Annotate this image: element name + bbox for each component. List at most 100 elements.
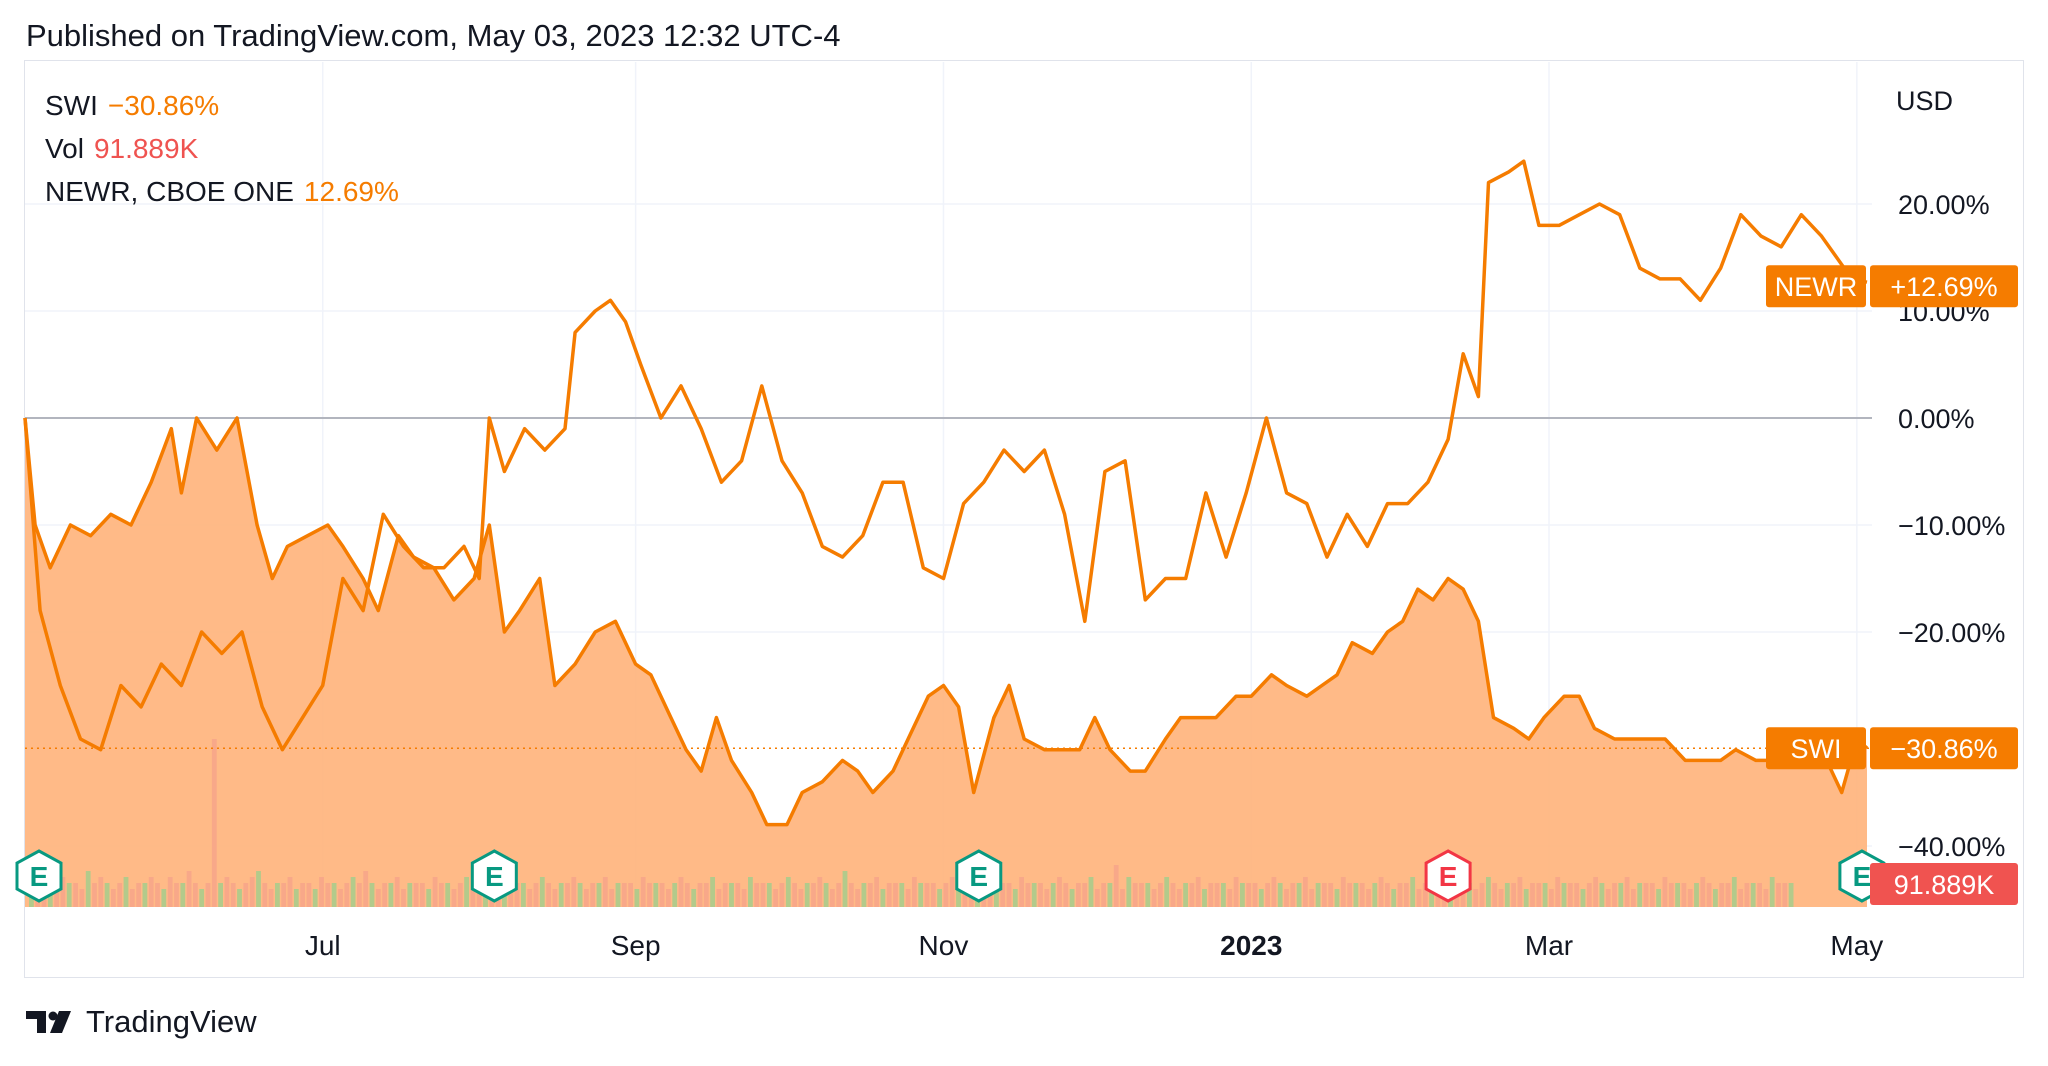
volume-bar-111 — [729, 883, 734, 907]
volume-bar-208 — [1340, 877, 1346, 907]
volume-bar-88 — [584, 889, 589, 907]
volume-bar-261 — [1675, 883, 1680, 907]
volume-bar-180 — [1164, 877, 1170, 907]
volume-bar-84 — [558, 883, 564, 907]
volume-bar-210 — [1353, 883, 1359, 907]
legend-swi[interactable]: SWI −30.86% — [45, 90, 219, 122]
volume-bar-131 — [855, 889, 860, 907]
volume-bar-97 — [640, 877, 646, 907]
volume-bar-235 — [1511, 883, 1516, 907]
volume-bar-234 — [1504, 883, 1510, 907]
newr-axis-badge-label-bg — [1766, 265, 1866, 308]
volume-bar-126 — [823, 883, 829, 907]
volume-bar-141 — [918, 883, 924, 907]
volume-bar-127 — [830, 889, 835, 907]
volume-bar-37 — [262, 883, 268, 907]
earnings-marker-shape — [955, 849, 1003, 903]
volume-bar-12 — [104, 883, 110, 907]
volume-bar-279 — [1788, 883, 1794, 907]
volume-bar-168 — [1088, 877, 1094, 907]
volume-bar-139 — [905, 889, 911, 907]
swi-axis-badge-label: SWI — [1791, 734, 1842, 764]
volume-bar-58 — [394, 877, 400, 907]
volume-bar-228 — [1467, 883, 1472, 907]
volume-bar-132 — [861, 883, 867, 907]
earnings-marker-0: E — [15, 849, 63, 903]
volume-bar-68 — [457, 883, 463, 907]
volume-bar-273 — [1750, 883, 1756, 907]
volume-bar-213 — [1372, 883, 1378, 907]
volume-bar-82 — [546, 883, 551, 907]
volume-bar-143 — [930, 883, 936, 907]
vol-axis-badge-value: 91.889K — [1894, 870, 1995, 900]
volume-bar-152 — [987, 889, 993, 907]
volume-bar-164 — [1063, 883, 1069, 907]
volume-bar-229 — [1473, 889, 1479, 907]
earnings-marker-shape — [470, 849, 518, 903]
volume-bar-157 — [1019, 877, 1024, 907]
volume-bar-266 — [1706, 883, 1712, 907]
volume-bar-28 — [205, 883, 211, 907]
volume-bar-253 — [1624, 877, 1630, 907]
legend-newr[interactable]: NEWR, CBOE ONE 12.69% — [45, 176, 399, 208]
legend-swi-label: SWI — [45, 90, 98, 121]
volume-bar-185 — [1195, 877, 1201, 907]
volume-bar-199 — [1284, 889, 1289, 907]
volume-bar-200 — [1290, 883, 1296, 907]
volume-bar-162 — [1050, 883, 1056, 907]
volume-bar-154 — [1000, 883, 1006, 907]
volume-bar-193 — [1246, 883, 1252, 907]
volume-bar-52 — [357, 883, 362, 907]
volume-bar-209 — [1347, 883, 1352, 907]
volume-bar-91 — [602, 877, 608, 907]
volume-bar-19 — [148, 877, 154, 907]
volume-bar-201 — [1296, 883, 1302, 907]
volume-bar-102 — [672, 883, 678, 907]
volume-bar-25 — [186, 871, 192, 907]
volume-bar-184 — [1189, 883, 1195, 907]
volume-bar-110 — [722, 883, 728, 907]
volume-bar-57 — [388, 883, 394, 907]
volume-bar-170 — [1101, 883, 1106, 907]
volume-bar-130 — [848, 883, 854, 907]
volume-bar-99 — [653, 883, 659, 907]
footer: TradingView — [26, 1004, 257, 1040]
y-axis-unit: USD — [1896, 86, 1953, 116]
volume-bar-69 — [464, 877, 469, 907]
volume-bar-187 — [1208, 883, 1214, 907]
volume-bar-263 — [1687, 889, 1693, 907]
volume-bar-90 — [596, 883, 602, 907]
volume-bar-62 — [420, 883, 425, 907]
volume-bar-250 — [1605, 889, 1611, 907]
earnings-marker-label: E — [30, 861, 49, 892]
volume-bar-93 — [615, 883, 621, 907]
volume-bar-105 — [691, 889, 697, 907]
volume-bar-6 — [66, 883, 72, 907]
volume-bar-252 — [1618, 883, 1624, 907]
volume-bar-269 — [1725, 883, 1731, 907]
volume-bar-79 — [527, 889, 533, 907]
legend-vol-value: 91.889K — [93, 133, 199, 164]
volume-bar-36 — [256, 871, 261, 907]
volume-bar-35 — [249, 877, 255, 907]
volume-bar-191 — [1233, 877, 1239, 907]
legend-vol[interactable]: Vol 91.889K — [45, 133, 198, 165]
swi-axis-badge: SWI −30.86% — [1766, 727, 2018, 770]
volume-bar-216 — [1391, 889, 1397, 907]
volume-bar-192 — [1240, 883, 1245, 907]
volume-bar-207 — [1334, 889, 1340, 907]
volume-bar-39 — [275, 883, 280, 907]
volume-bar-178 — [1151, 889, 1157, 907]
volume-bar-169 — [1094, 889, 1100, 907]
volume-bar-172 — [1113, 865, 1119, 907]
volume-bar-238 — [1530, 883, 1535, 907]
volume-bar-237 — [1523, 889, 1529, 907]
volume-bar-277 — [1776, 883, 1781, 907]
volume-bar-121 — [792, 883, 797, 907]
earnings-marker-shape — [1424, 849, 1472, 903]
volume-bar-173 — [1120, 889, 1125, 907]
earnings-marker-2: E — [955, 849, 1003, 903]
volume-bar-240 — [1542, 883, 1548, 907]
tradingview-logo-icon[interactable] — [26, 1009, 76, 1035]
